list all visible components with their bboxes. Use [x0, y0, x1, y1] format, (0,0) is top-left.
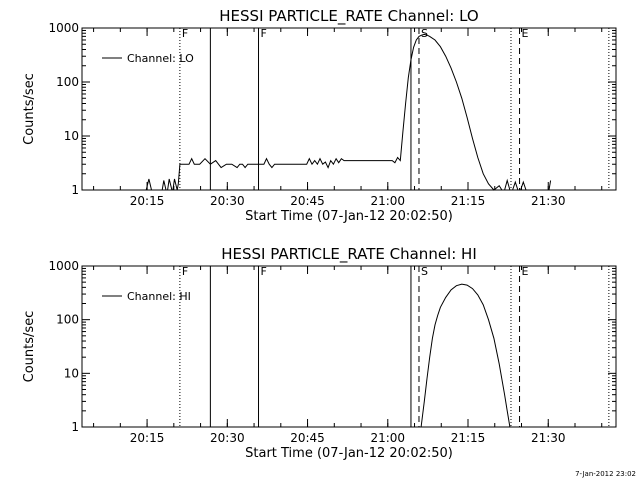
- y-axis-label: Counts/sec: [22, 73, 37, 145]
- y-tick-label: 10: [64, 366, 79, 380]
- flag-label: F: [261, 27, 267, 40]
- x-tick-label: 20:30: [210, 431, 245, 445]
- panel-hi: HESSI PARTICLE_RATE Channel: HI 20:15 20:3…: [22, 245, 617, 461]
- x-tick-label: 20:15: [130, 194, 165, 208]
- x-tick-label: 21:30: [531, 194, 566, 208]
- flag-label: F: [261, 265, 267, 278]
- flag-label: E: [522, 265, 529, 278]
- x-tick-label: 20:45: [290, 431, 325, 445]
- chart-title: HESSI PARTICLE_RATE Channel: LO: [219, 7, 478, 26]
- y-tick-label: 10: [64, 129, 79, 143]
- y-axis-label: Counts/sec: [22, 311, 37, 383]
- plot-frame: [81, 27, 617, 191]
- legend-label: Channel: HI: [127, 290, 191, 303]
- x-tick-label: 20:15: [130, 431, 165, 445]
- chart-title: HESSI PARTICLE_RATE Channel: HI: [221, 245, 477, 264]
- y-tick-label: 1000: [48, 21, 79, 35]
- y-tick-label: 100: [56, 75, 79, 89]
- x-tick-label: 21:15: [451, 431, 486, 445]
- plot-frame: [81, 265, 617, 428]
- y-tick-label: 1: [71, 420, 79, 434]
- flag-label: F: [182, 265, 188, 278]
- x-tick-label: 20:30: [210, 194, 245, 208]
- panel-lo: HESSI PARTICLE_RATE Channel: LO 20:15 20:3…: [22, 7, 617, 224]
- footer-timestamp: 7-Jan-2012 23:02: [575, 470, 636, 478]
- y-tick-label: 1000: [48, 259, 79, 273]
- legend-label: Channel: LO: [127, 52, 194, 65]
- series-line: [420, 283, 511, 428]
- y-tick-label: 100: [56, 313, 79, 327]
- x-tick-label: 21:30: [531, 431, 566, 445]
- flag-label: E: [522, 27, 529, 40]
- x-tick-label: 20:45: [290, 194, 325, 208]
- x-tick-label: 21:00: [370, 431, 405, 445]
- x-tick-label: 21:00: [370, 194, 405, 208]
- flag-label: F: [182, 27, 188, 40]
- flag-label: S: [421, 265, 428, 278]
- x-axis-label: Start Time (07-Jan-12 20:02:50): [245, 209, 453, 224]
- flag-label: S: [421, 27, 428, 40]
- x-axis-label: Start Time (07-Jan-12 20:02:50): [245, 446, 453, 461]
- x-tick-label: 21:15: [451, 194, 486, 208]
- series-line: [145, 33, 552, 191]
- y-tick-label: 1: [71, 183, 79, 197]
